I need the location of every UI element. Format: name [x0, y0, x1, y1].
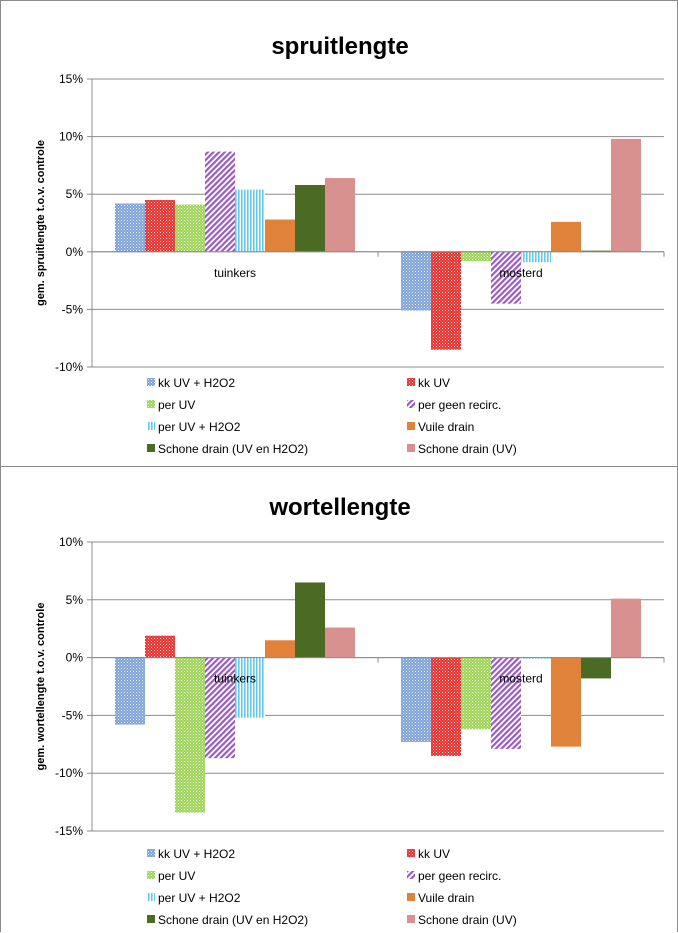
bar-schone-drain-uv-en-h2o2-mosterd	[581, 250, 611, 252]
y-tick-label: 0%	[66, 651, 84, 665]
bar-per-uv-mosterd	[461, 251, 491, 262]
chart-title: spruitlengte	[271, 33, 408, 60]
legend-label-schone-drain-uv-en-h2o2: Schone drain (UV en H2O2)	[158, 913, 308, 927]
bar-per-uv-h2o2-mosterd	[521, 657, 551, 659]
bar-per-geen-recirc-mosterd	[491, 657, 521, 749]
legend-swatch-schone-drain-uv	[407, 444, 415, 452]
chart-wortellengte: wortellengte gem. wortellengte t.o.v. con…	[35, 494, 665, 927]
bar-vuile-drain-mosterd	[551, 657, 581, 747]
bar-kk-uv-h2o2-tuinkers	[115, 657, 145, 725]
bar-kk-uv-mosterd	[431, 251, 461, 350]
bar-per-geen-recirc-tuinkers	[205, 657, 235, 759]
legend-label-per-uv-h2o2: per UV + H2O2	[158, 420, 241, 434]
legend-label-per-uv: per UV	[158, 398, 195, 412]
bar-per-uv-mosterd	[461, 657, 491, 730]
bar-per-uv-h2o2-tuinkers	[235, 189, 265, 252]
legend-label-kk-uv: kk UV	[418, 847, 450, 861]
bar-schone-drain-uv-en-h2o2-mosterd	[581, 657, 611, 679]
bar-per-uv-tuinkers	[175, 657, 205, 813]
y-tick-label: -10%	[55, 360, 83, 374]
bar-per-geen-recirc-tuinkers	[205, 151, 235, 252]
chart-panel-spruitlengte: spruitlengte gem. spruitlengte t.o.v. con…	[0, 0, 678, 467]
y-tick-label: 10%	[59, 535, 83, 549]
legend-label-kk-uv: kk UV	[418, 376, 450, 390]
legend-label-schone-drain-uv: Schone drain (UV)	[418, 913, 517, 927]
legend-swatch-schone-drain-uv	[407, 915, 415, 923]
legend-swatch-per-uv-h2o2	[147, 422, 155, 430]
chart-title: wortellengte	[268, 494, 410, 521]
chart-spruitlengte: spruitlengte gem. spruitlengte t.o.v. con…	[35, 33, 665, 456]
bar-kk-uv-h2o2-mosterd	[401, 251, 431, 311]
legend-swatch-per-uv-h2o2	[147, 893, 155, 901]
legend-swatch-per-geen-recirc	[407, 400, 415, 408]
y-axis-label: gem. spruitlengte t.o.v. controle	[35, 140, 47, 306]
y-tick-label: -5%	[62, 302, 84, 316]
x-tick-label-tuinkers: tuinkers	[214, 672, 256, 686]
bar-per-uv-h2o2-mosterd	[521, 251, 551, 263]
bar-vuile-drain-tuinkers	[265, 219, 295, 252]
legend-label-vuile-drain: Vuile drain	[418, 891, 474, 905]
bar-schone-drain-uv-mosterd	[611, 138, 641, 252]
legend-swatch-vuile-drain	[407, 893, 415, 901]
bar-vuile-drain-mosterd	[551, 221, 581, 252]
chart-panel-wortellengte: wortellengte gem. wortellengte t.o.v. con…	[0, 466, 678, 932]
legend-label-kk-uv-h2o2: kk UV + H2O2	[158, 847, 235, 861]
bar-vuile-drain-tuinkers	[265, 640, 295, 658]
y-tick-label: 15%	[59, 72, 83, 86]
legend-swatch-kk-uv	[407, 849, 415, 857]
legend-label-vuile-drain: Vuile drain	[418, 420, 474, 434]
y-tick-label: -15%	[55, 824, 83, 838]
legend-swatch-schone-drain-uv-en-h2o2	[147, 915, 155, 923]
legend-swatch-per-uv	[147, 871, 155, 879]
legend-label-schone-drain-uv: Schone drain (UV)	[418, 442, 517, 456]
legend-swatch-kk-uv-h2o2	[147, 378, 155, 386]
y-tick-label: 5%	[66, 187, 84, 201]
bar-schone-drain-uv-en-h2o2-tuinkers	[295, 582, 325, 658]
bar-schone-drain-uv-mosterd	[611, 598, 641, 658]
bar-kk-uv-h2o2-tuinkers	[115, 203, 145, 252]
legend-swatch-vuile-drain	[407, 422, 415, 430]
y-tick-label: 0%	[66, 245, 84, 259]
bar-kk-uv-mosterd	[431, 657, 461, 756]
bar-kk-uv-tuinkers	[145, 199, 175, 252]
bar-schone-drain-uv-tuinkers	[325, 178, 355, 252]
legend-label-kk-uv-h2o2: kk UV + H2O2	[158, 376, 235, 390]
legend-label-per-geen-recirc: per geen recirc.	[418, 869, 501, 883]
bar-per-geen-recirc-mosterd	[491, 251, 521, 304]
legend-label-per-geen-recirc: per geen recirc.	[418, 398, 501, 412]
legend-swatch-per-geen-recirc	[407, 871, 415, 879]
bar-schone-drain-uv-en-h2o2-tuinkers	[295, 184, 325, 252]
legend-label-per-uv: per UV	[158, 869, 195, 883]
bar-schone-drain-uv-tuinkers	[325, 627, 355, 658]
x-tick-label-tuinkers: tuinkers	[214, 266, 256, 280]
legend-swatch-per-uv	[147, 400, 155, 408]
y-tick-label: 5%	[66, 593, 84, 607]
bar-per-uv-tuinkers	[175, 204, 205, 252]
x-tick-label-mosterd: mosterd	[499, 672, 542, 686]
legend-swatch-kk-uv	[407, 378, 415, 386]
y-tick-label: 10%	[59, 130, 83, 144]
x-tick-label-mosterd: mosterd	[499, 266, 542, 280]
bar-kk-uv-tuinkers	[145, 635, 175, 658]
bar-per-uv-h2o2-tuinkers	[235, 657, 265, 718]
bar-kk-uv-h2o2-mosterd	[401, 657, 431, 742]
y-tick-label: -10%	[55, 766, 83, 780]
legend-swatch-schone-drain-uv-en-h2o2	[147, 444, 155, 452]
y-axis-label: gem. wortellengte t.o.v. controle	[35, 603, 47, 771]
legend-label-per-uv-h2o2: per UV + H2O2	[158, 891, 241, 905]
y-tick-label: -5%	[62, 708, 84, 722]
legend-swatch-kk-uv-h2o2	[147, 849, 155, 857]
legend-label-schone-drain-uv-en-h2o2: Schone drain (UV en H2O2)	[158, 442, 308, 456]
